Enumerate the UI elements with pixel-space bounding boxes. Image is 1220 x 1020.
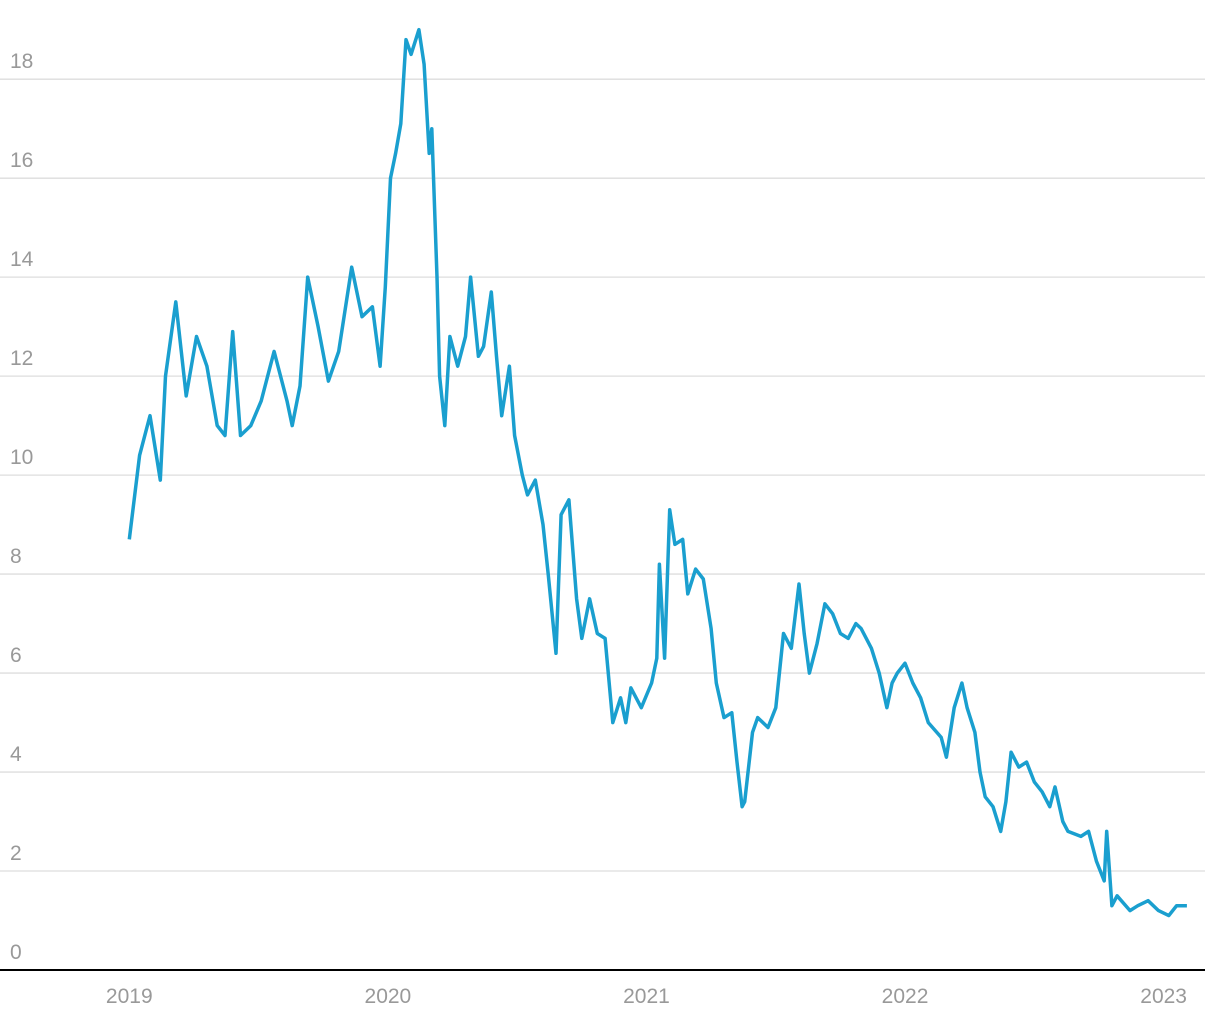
y-tick-label: 2	[10, 842, 22, 865]
y-tick-label: 0	[10, 941, 22, 964]
y-tick-label: 4	[10, 743, 22, 766]
y-tick-label: 10	[10, 446, 33, 469]
x-tick-label: 2023	[1140, 985, 1187, 1008]
y-tick-label: 16	[10, 149, 33, 172]
x-tick-label: 2020	[365, 985, 412, 1008]
x-tick-label: 2021	[623, 985, 670, 1008]
y-tick-label: 6	[10, 644, 22, 667]
y-tick-label: 12	[10, 347, 33, 370]
x-tick-label: 2022	[882, 985, 929, 1008]
x-tick-label: 2019	[106, 985, 153, 1008]
y-tick-label: 14	[10, 248, 34, 271]
y-tick-label: 18	[10, 50, 33, 73]
data-line	[127, 27, 1187, 918]
y-tick-label: 8	[10, 545, 22, 568]
